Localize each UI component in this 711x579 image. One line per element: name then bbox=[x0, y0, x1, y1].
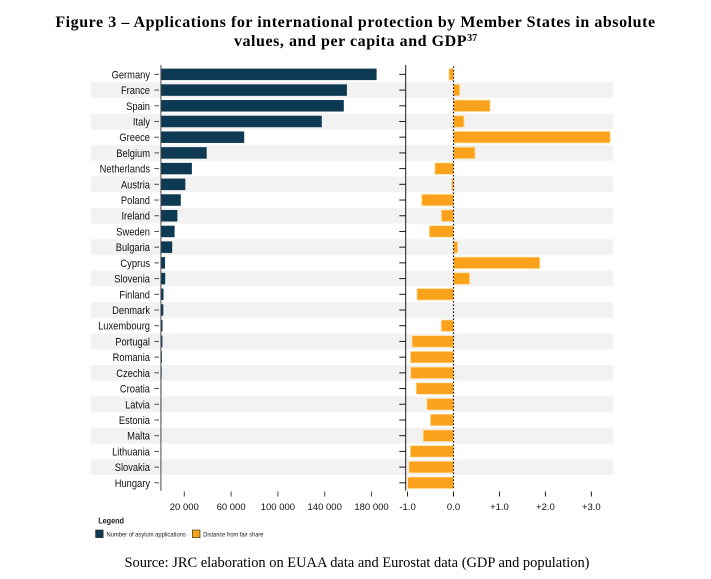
svg-text:Greece: Greece bbox=[119, 133, 150, 145]
svg-text:Denmark: Denmark bbox=[112, 305, 151, 317]
svg-text:Slovakia: Slovakia bbox=[115, 462, 151, 474]
svg-text:100 000: 100 000 bbox=[261, 502, 295, 513]
svg-text:+3.0: +3.0 bbox=[582, 502, 601, 513]
svg-text:Bulgaria: Bulgaria bbox=[116, 243, 151, 255]
svg-text:Ireland: Ireland bbox=[121, 211, 150, 223]
svg-text:Latvia: Latvia bbox=[125, 400, 150, 412]
svg-text:-1.0: -1.0 bbox=[399, 502, 415, 513]
svg-text:Czechia: Czechia bbox=[116, 368, 150, 380]
svg-text:Croatia: Croatia bbox=[120, 384, 150, 396]
svg-text:0.0: 0.0 bbox=[447, 502, 460, 513]
svg-text:Hungary: Hungary bbox=[115, 478, 151, 490]
svg-text:Romania: Romania bbox=[113, 353, 151, 365]
svg-text:Luxembourg: Luxembourg bbox=[98, 321, 150, 333]
svg-text:Spain: Spain bbox=[126, 101, 150, 113]
svg-text:Italy: Italy bbox=[133, 117, 151, 129]
svg-text:180 000: 180 000 bbox=[354, 502, 388, 513]
svg-text:Number of asylum applications: Number of asylum applications bbox=[107, 531, 187, 538]
svg-text:Lithuania: Lithuania bbox=[112, 447, 150, 459]
svg-text:Finland: Finland bbox=[119, 290, 150, 302]
svg-text:Sweden: Sweden bbox=[116, 227, 150, 239]
svg-text:Slovenia: Slovenia bbox=[114, 274, 150, 286]
svg-text:20 000: 20 000 bbox=[170, 502, 199, 513]
svg-text:60 000: 60 000 bbox=[217, 502, 246, 513]
svg-text:Malta: Malta bbox=[127, 431, 150, 443]
svg-text:Germany: Germany bbox=[112, 70, 151, 82]
svg-text:+2.0: +2.0 bbox=[536, 502, 555, 513]
svg-text:Cyprus: Cyprus bbox=[120, 258, 150, 270]
svg-text:Distance from fair share: Distance from fair share bbox=[203, 531, 263, 538]
svg-text:+1.0: +1.0 bbox=[490, 502, 509, 513]
svg-text:Portugal: Portugal bbox=[115, 337, 150, 349]
svg-text:Netherlands: Netherlands bbox=[100, 164, 150, 176]
svg-text:Estonia: Estonia bbox=[119, 415, 150, 427]
svg-text:Poland: Poland bbox=[121, 195, 150, 207]
svg-text:Austria: Austria bbox=[121, 180, 150, 192]
svg-text:Legend: Legend bbox=[98, 517, 124, 526]
svg-text:140 000: 140 000 bbox=[308, 502, 342, 513]
svg-text:Belgium: Belgium bbox=[116, 148, 150, 160]
svg-text:France: France bbox=[121, 85, 150, 97]
